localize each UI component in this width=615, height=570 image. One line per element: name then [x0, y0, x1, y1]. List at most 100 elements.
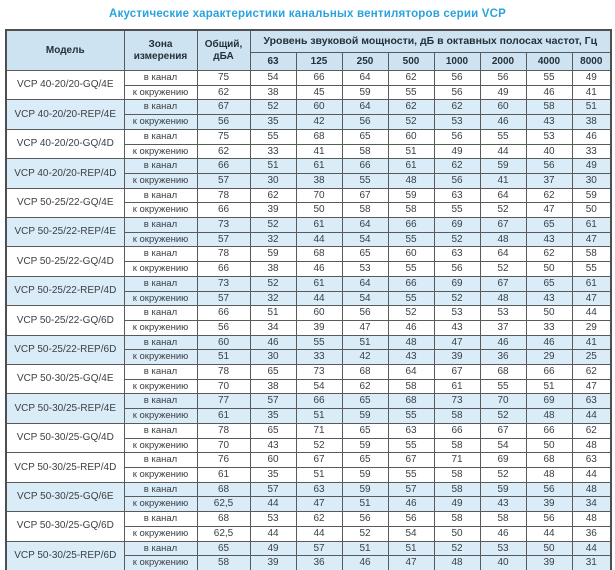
model-name: VCP 50-30/25-GQ/6D — [5, 511, 125, 542]
frequency-header-row: 63 125 250 500 1000 2000 4000 8000 — [6, 52, 612, 71]
band-level-cell: 65 — [525, 217, 573, 233]
band-level-cell: 54 — [249, 70, 297, 86]
measurement-zone-cell: к окружению — [123, 231, 198, 248]
band-level-cell: 35 — [249, 408, 297, 424]
col-header-freq-125: 125 — [295, 52, 343, 71]
band-level-cell: 55 — [387, 261, 435, 277]
measurement-zone-cell: в канал — [123, 511, 198, 527]
measurement-zone-cell: в канал — [123, 422, 198, 439]
total-dba-cell: 73 — [196, 275, 251, 292]
band-level-cell: 32 — [249, 231, 297, 248]
measurement-zone-cell: к окружению — [123, 290, 198, 307]
band-level-cell: 41 — [295, 143, 343, 160]
measurement-zone-cell: в канал — [123, 364, 198, 380]
band-level-cell: 68 — [341, 364, 389, 380]
band-level-cell: 55 — [387, 408, 435, 424]
measurement-zone-cell: в канал — [123, 540, 198, 557]
table-row: к окружению 61 35 51 59 55 58 52 48 44 — [6, 408, 612, 424]
table-header: Модель Зона измерения Общий, дБА Уровень… — [5, 29, 612, 71]
band-level-cell: 68 — [525, 452, 573, 468]
table-row: к окружению 66 39 50 58 58 55 52 47 50 — [6, 202, 612, 219]
band-level-cell: 61 — [295, 217, 343, 233]
total-dba-cell: 75 — [196, 70, 251, 86]
measurement-zone-cell: к окружению — [123, 525, 198, 542]
band-level-cell: 47 — [571, 290, 612, 307]
band-level-cell: 58 — [387, 202, 435, 219]
band-level-cell: 67 — [479, 422, 527, 439]
band-level-cell: 58 — [479, 511, 527, 527]
band-level-cell: 67 — [479, 275, 527, 292]
band-level-cell: 52 — [479, 261, 527, 277]
measurement-zone-cell: в канал — [123, 158, 198, 174]
total-dba-cell: 66 — [196, 261, 251, 277]
band-level-cell: 46 — [479, 525, 527, 542]
measurement-zone-cell: в канал — [123, 187, 198, 204]
model-name: VCP 50-30/25-GQ/6E — [5, 481, 125, 513]
band-level-cell: 65 — [249, 422, 297, 439]
table-row: VCP 50-25/22-GQ/6D в канал 66 51 60 56 52 53 53 5… — [5, 305, 612, 336]
band-level-cell: 52 — [433, 290, 481, 307]
col-header-total-dba: Общий, дБА — [196, 29, 251, 71]
measurement-zone-cell: к окружению — [123, 172, 198, 189]
col-header-zone: Зона измерения — [123, 29, 198, 71]
band-level-cell: 73 — [295, 364, 343, 380]
band-level-cell: 53 — [341, 261, 389, 277]
total-dba-cell: 56 — [196, 319, 251, 336]
band-level-cell: 58 — [387, 378, 435, 395]
band-level-cell: 55 — [387, 437, 435, 454]
measurement-zone-cell: в канал — [123, 275, 198, 292]
band-level-cell: 62 — [249, 187, 297, 204]
model-name: VCP 50-25/22-GQ/4E — [5, 187, 125, 219]
band-level-cell: 48 — [571, 511, 612, 527]
band-level-cell: 55 — [249, 128, 297, 145]
band-level-cell: 40 — [525, 143, 573, 160]
band-level-cell: 56 — [433, 128, 481, 145]
model-name: VCP 50-30/25-REP/4E — [5, 393, 125, 424]
col-header-freq-250: 250 — [341, 52, 389, 71]
total-dba-cell: 78 — [196, 364, 251, 380]
band-level-cell: 51 — [295, 466, 343, 483]
band-level-cell: 61 — [433, 378, 481, 395]
measurement-zone-cell: в канал — [123, 217, 198, 233]
band-level-cell: 53 — [433, 114, 481, 130]
band-level-cell: 55 — [479, 378, 527, 395]
band-level-cell: 50 — [295, 202, 343, 219]
band-level-cell: 65 — [341, 422, 389, 439]
table-body: VCP 40-20/20-GQ/4E в канал 75 54 66 64 62 56 56 5… — [5, 69, 612, 570]
total-dba-cell: 58 — [196, 555, 251, 570]
measurement-zone-cell: в канал — [123, 334, 198, 351]
band-level-cell: 56 — [479, 70, 527, 86]
band-level-cell: 39 — [249, 555, 297, 570]
band-level-cell: 59 — [479, 481, 527, 498]
band-level-cell: 49 — [479, 84, 527, 101]
table-row: VCP 40-20/20-GQ/4E в канал 75 54 66 64 62 56 56 5… — [5, 69, 612, 101]
col-header-freq-500: 500 — [387, 52, 435, 71]
band-level-cell: 29 — [571, 319, 612, 336]
band-level-cell: 70 — [295, 187, 343, 204]
band-level-cell: 35 — [249, 466, 297, 483]
band-level-cell: 41 — [571, 334, 612, 351]
total-dba-cell: 51 — [196, 349, 251, 366]
band-level-cell: 48 — [571, 437, 612, 454]
band-level-cell: 52 — [249, 275, 297, 292]
band-level-cell: 58 — [571, 246, 612, 263]
band-level-cell: 55 — [571, 261, 612, 277]
band-level-cell: 44 — [249, 525, 297, 542]
measurement-zone-cell: к окружению — [123, 202, 198, 219]
band-level-cell: 66 — [387, 217, 435, 233]
band-level-cell: 60 — [387, 246, 435, 263]
total-dba-cell: 68 — [196, 481, 251, 498]
model-name: VCP 40-20/20-GQ/4E — [5, 69, 125, 101]
band-level-cell: 56 — [433, 172, 481, 189]
model-name: VCP 40-20/20-GQ/4D — [5, 128, 125, 160]
band-level-cell: 50 — [525, 540, 573, 557]
band-level-cell: 48 — [525, 466, 573, 483]
band-level-cell: 37 — [525, 172, 573, 189]
band-level-cell: 60 — [295, 305, 343, 321]
model-name: VCP 50-30/25-GQ/4E — [5, 364, 125, 395]
measurement-zone-cell: в канал — [123, 305, 198, 321]
table-row: VCP 50-25/22-REP/6D в канал 60 46 55 51 48 47 46… — [5, 334, 612, 366]
band-level-cell: 49 — [571, 70, 612, 86]
band-level-cell: 67 — [479, 217, 527, 233]
band-level-cell: 63 — [387, 422, 435, 439]
